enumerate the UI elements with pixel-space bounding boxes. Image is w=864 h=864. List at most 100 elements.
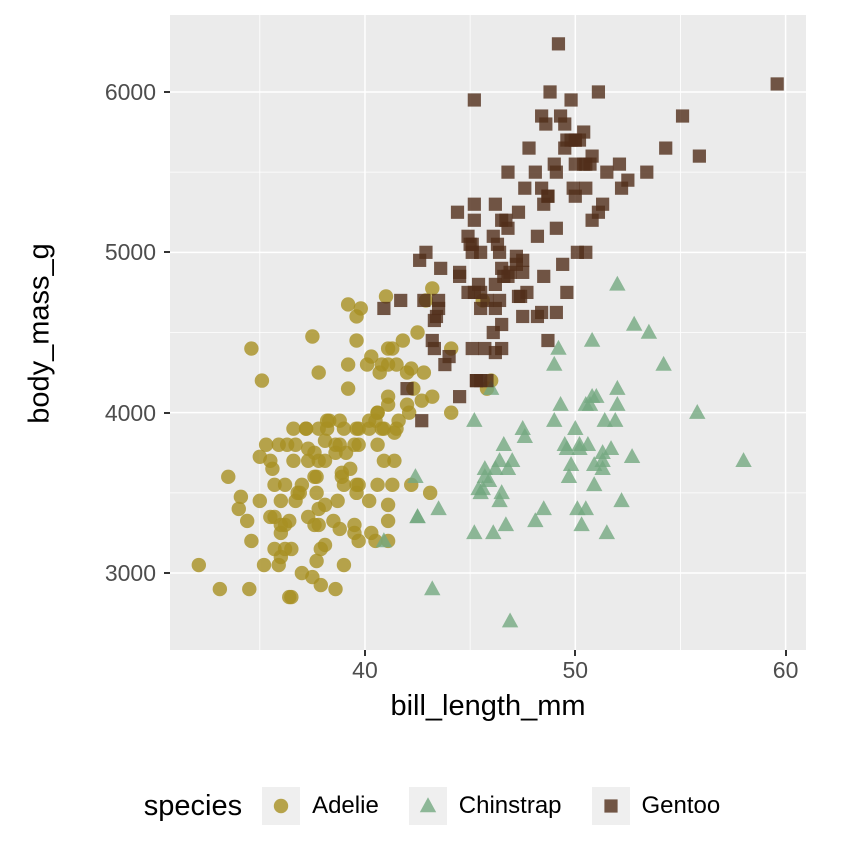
data-point <box>385 477 400 493</box>
data-point <box>613 492 630 508</box>
data-point <box>372 365 387 380</box>
data-point <box>453 390 467 404</box>
data-point <box>370 437 385 452</box>
x-tick-label: 40 <box>352 657 378 683</box>
data-point <box>404 361 419 376</box>
data-point <box>231 501 246 517</box>
data-point <box>514 420 531 435</box>
data-point <box>364 349 379 364</box>
data-point <box>258 437 274 452</box>
data-point <box>581 395 599 411</box>
data-point <box>495 317 509 332</box>
data-point <box>549 221 563 235</box>
data-point <box>770 77 784 91</box>
data-point <box>422 485 438 501</box>
data-point <box>286 421 301 436</box>
data-point <box>609 395 626 411</box>
plot-canvas <box>170 15 806 650</box>
data-point <box>579 181 593 195</box>
gentoo-square-icon <box>591 787 630 825</box>
data-point <box>474 285 488 300</box>
data-point <box>425 333 439 348</box>
data-point <box>271 557 286 573</box>
data-point <box>487 460 504 476</box>
legend-title: species <box>143 789 243 822</box>
data-point <box>300 453 316 468</box>
data-point <box>466 524 483 540</box>
data-point <box>244 533 259 549</box>
data-point <box>417 293 431 308</box>
data-point <box>577 125 591 139</box>
x-tick-mark <box>363 650 366 656</box>
data-point <box>735 452 752 468</box>
data-point <box>567 420 584 435</box>
data-point <box>389 357 404 372</box>
data-point <box>461 285 475 300</box>
data-point <box>427 313 441 328</box>
data-point <box>252 493 268 509</box>
data-point <box>552 395 569 411</box>
data-point <box>586 456 603 472</box>
data-point <box>430 500 447 516</box>
data-point <box>495 213 509 227</box>
data-point <box>277 477 293 493</box>
data-point <box>400 382 414 396</box>
legend-item-chinstrap: Chinstrap <box>408 787 562 825</box>
data-point <box>300 509 316 525</box>
data-point <box>300 441 316 456</box>
data-point <box>689 403 706 419</box>
data-point <box>419 797 436 813</box>
data-point <box>374 421 389 436</box>
data-point <box>640 323 658 339</box>
data-point <box>586 476 603 492</box>
data-point <box>476 468 494 484</box>
data-point <box>476 460 494 476</box>
data-point <box>655 355 672 371</box>
data-point <box>692 149 706 163</box>
data-point <box>242 581 257 597</box>
data-point <box>298 421 314 436</box>
data-point <box>370 477 385 493</box>
data-point <box>535 500 552 516</box>
data-point <box>336 421 352 436</box>
data-point <box>465 341 479 356</box>
data-point <box>438 357 452 372</box>
data-point <box>569 500 586 516</box>
data-point <box>273 517 289 533</box>
data-point <box>598 524 616 540</box>
data-point <box>349 421 364 436</box>
data-point <box>594 452 611 468</box>
data-point <box>317 537 333 553</box>
data-point <box>311 365 326 380</box>
data-point <box>614 181 629 195</box>
data-point <box>311 421 326 436</box>
legend-item-gentoo: Gentoo <box>591 787 720 825</box>
data-point <box>380 513 396 529</box>
data-point <box>560 468 578 484</box>
data-point <box>509 257 523 271</box>
data-point <box>566 181 580 195</box>
data-point <box>511 289 526 304</box>
data-point <box>558 141 572 155</box>
data-point <box>607 412 624 427</box>
data-point <box>573 516 590 532</box>
legend-label-chinstrap: Chinstrap <box>458 792 562 819</box>
data-point <box>549 165 563 179</box>
data-point <box>409 508 426 524</box>
y-tick-label: 4000 <box>104 399 156 426</box>
data-point <box>492 293 507 308</box>
data-point <box>377 301 391 316</box>
data-point <box>469 374 484 388</box>
data-point <box>518 181 532 195</box>
data-point <box>334 469 350 485</box>
data-point <box>387 453 402 468</box>
data-point <box>351 437 366 452</box>
data-point <box>326 513 341 529</box>
data-point <box>501 612 519 628</box>
data-point <box>252 449 268 464</box>
data-point <box>239 513 255 529</box>
data-point <box>516 428 534 443</box>
data-point <box>191 557 207 573</box>
data-point <box>424 580 441 596</box>
data-point <box>551 37 566 51</box>
